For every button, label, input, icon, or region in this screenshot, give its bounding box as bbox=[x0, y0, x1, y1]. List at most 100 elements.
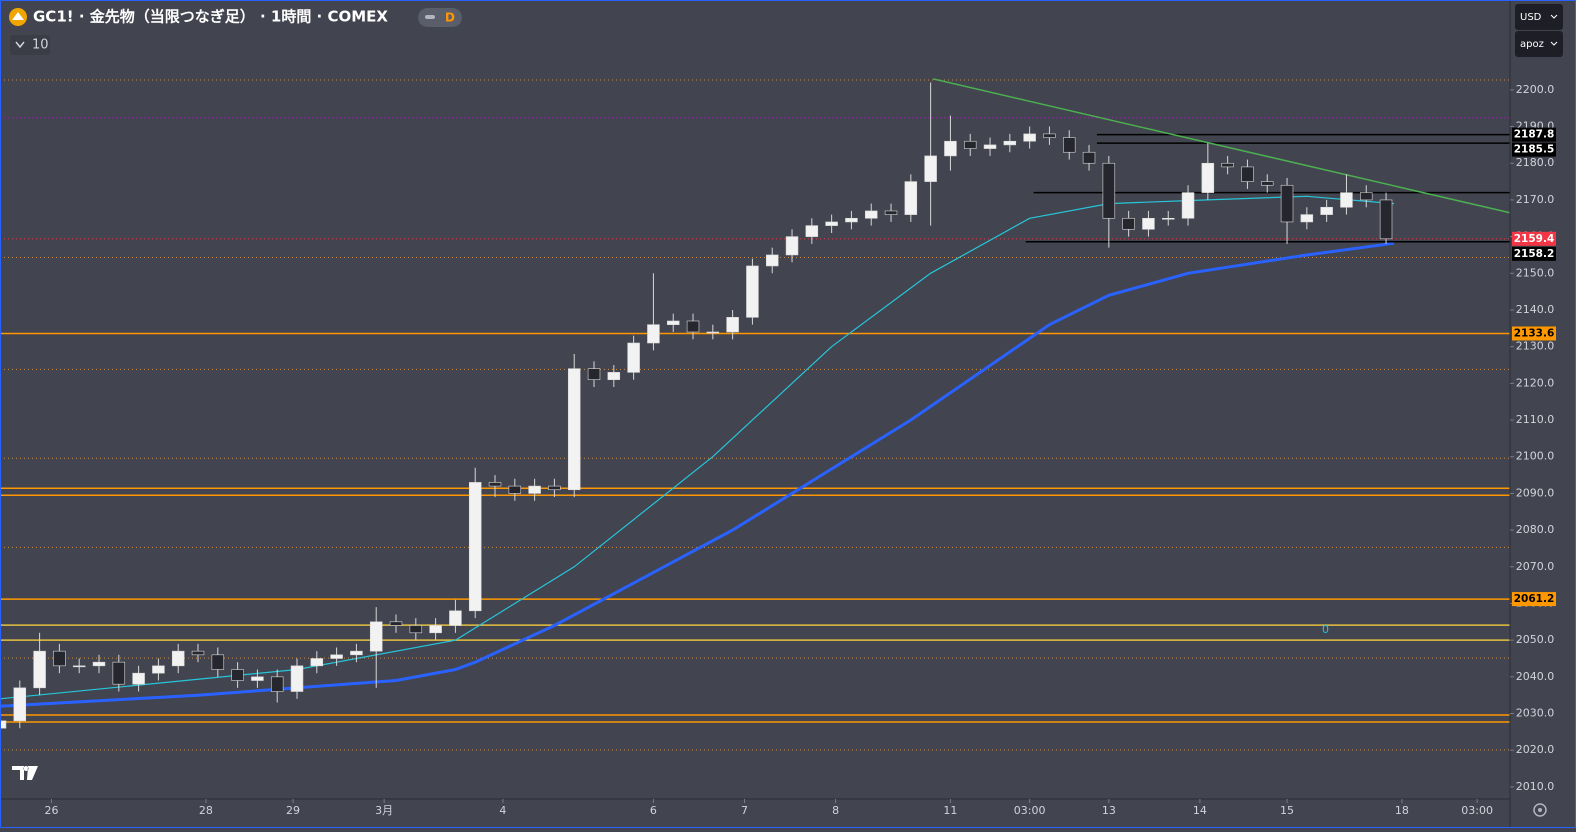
y-tick-label: 2130.0 bbox=[1516, 340, 1555, 353]
candle-body bbox=[963, 140, 977, 149]
chevron bbox=[1550, 14, 1558, 19]
candle-body bbox=[389, 621, 403, 626]
x-tick-label: 03:00 bbox=[1461, 804, 1493, 817]
candle-body bbox=[132, 672, 145, 685]
x-tick-label: 11 bbox=[943, 804, 957, 817]
price-label: 2158.2 bbox=[1514, 248, 1555, 260]
candle-body bbox=[746, 265, 759, 318]
candle-body bbox=[231, 669, 244, 681]
candle-body bbox=[53, 650, 66, 667]
candle-body bbox=[567, 368, 581, 491]
candle-body bbox=[409, 625, 423, 634]
price-label-bg bbox=[1512, 231, 1556, 246]
candle-body bbox=[548, 485, 561, 491]
candle-body bbox=[884, 210, 898, 215]
moving-average bbox=[0, 241, 1395, 708]
candle-body bbox=[211, 654, 225, 670]
y-tick-label: 2180.0 bbox=[1516, 156, 1555, 169]
candle-body bbox=[429, 625, 442, 634]
candle-body bbox=[270, 676, 284, 692]
user-dropdown[interactable] bbox=[1515, 31, 1563, 57]
candle-body bbox=[112, 661, 126, 685]
candle-body bbox=[1201, 162, 1215, 193]
candle-body bbox=[726, 317, 739, 333]
candle-body bbox=[706, 331, 720, 334]
candle-body bbox=[468, 482, 482, 612]
badge-text: D bbox=[445, 11, 455, 25]
x-tick-label: 14 bbox=[1193, 804, 1207, 817]
x-tick-label: 15 bbox=[1280, 804, 1294, 817]
price-label: 2185.5 bbox=[1514, 144, 1555, 156]
candle-body bbox=[350, 650, 363, 656]
candle-body bbox=[191, 650, 205, 656]
candle-body bbox=[924, 155, 937, 182]
price-label: 2159.4 bbox=[1514, 233, 1555, 245]
candle-body bbox=[290, 665, 304, 692]
candle-body bbox=[904, 181, 918, 215]
y-tick-label: 2140.0 bbox=[1516, 303, 1555, 316]
candle-body bbox=[488, 482, 502, 487]
candle-body bbox=[1142, 217, 1155, 230]
price-label-bg bbox=[1512, 246, 1556, 261]
chevron bbox=[1550, 41, 1558, 46]
user: apoz bbox=[1520, 39, 1544, 50]
y-tick-label: 2080.0 bbox=[1516, 523, 1555, 536]
settings-icon-center bbox=[1538, 808, 1542, 812]
y-tick-label: 2090.0 bbox=[1516, 486, 1555, 499]
candle-body bbox=[369, 621, 383, 652]
drawn-line bbox=[932, 78, 1511, 214]
candle-body bbox=[1360, 192, 1373, 201]
badge-toggle[interactable] bbox=[418, 8, 462, 27]
candle-body bbox=[785, 236, 799, 256]
candle-body bbox=[528, 485, 541, 494]
candle-body bbox=[72, 665, 86, 668]
candle-body bbox=[627, 342, 640, 373]
y-tick-label: 2200.0 bbox=[1516, 83, 1555, 96]
candle-body bbox=[330, 654, 343, 659]
moving-average bbox=[0, 195, 1395, 700]
currency-dropdown[interactable] bbox=[1515, 4, 1563, 30]
x-tick-label: 28 bbox=[199, 804, 213, 817]
price-label-bg bbox=[1512, 326, 1556, 341]
candle-body bbox=[251, 676, 264, 681]
tradingview-logo[interactable] bbox=[12, 766, 38, 780]
annotation: 0 bbox=[1322, 623, 1329, 636]
candle-body bbox=[1280, 184, 1294, 223]
candle-body bbox=[1003, 140, 1017, 146]
candle-body bbox=[1340, 192, 1353, 208]
candle-body bbox=[1082, 151, 1096, 164]
candle-body bbox=[171, 650, 185, 667]
x-tick-label: 18 bbox=[1395, 804, 1409, 817]
symbol-icon-glyph bbox=[12, 12, 24, 20]
candle-body bbox=[983, 144, 997, 149]
symbol-title[interactable]: GC1! · 金先物（当限つなぎ足） · 1時間 · COMEX bbox=[33, 8, 388, 26]
settings-icon[interactable] bbox=[1533, 803, 1547, 817]
candle-body bbox=[1181, 192, 1195, 219]
candle-body bbox=[825, 221, 838, 226]
candle-body bbox=[666, 320, 680, 325]
price-label-bg bbox=[1512, 127, 1556, 142]
x-tick-label: 6 bbox=[650, 804, 657, 817]
chevron bbox=[15, 41, 25, 49]
y-tick-label: 2040.0 bbox=[1516, 670, 1555, 683]
candle-body bbox=[944, 140, 957, 157]
candle-body bbox=[449, 610, 462, 626]
candle-body bbox=[92, 661, 106, 667]
x-tick-label: 7 bbox=[741, 804, 748, 817]
candle-body bbox=[1300, 214, 1314, 223]
price-label-bg bbox=[1512, 592, 1556, 607]
y-tick-label: 2120.0 bbox=[1516, 376, 1555, 389]
x-tick-label: 26 bbox=[44, 804, 58, 817]
y-tick-label: 2070.0 bbox=[1516, 560, 1555, 573]
x-tick-label: 3月 bbox=[375, 804, 393, 817]
price-label: 2187.8 bbox=[1514, 129, 1555, 141]
indicator-toggle[interactable] bbox=[10, 35, 50, 55]
candle-body bbox=[1221, 162, 1234, 168]
x-tick-label: 4 bbox=[499, 804, 506, 817]
x-tick-label: 8 bbox=[832, 804, 839, 817]
plot-area bbox=[0, 78, 1511, 751]
candle-body bbox=[1062, 137, 1076, 153]
candle-body bbox=[33, 650, 46, 689]
